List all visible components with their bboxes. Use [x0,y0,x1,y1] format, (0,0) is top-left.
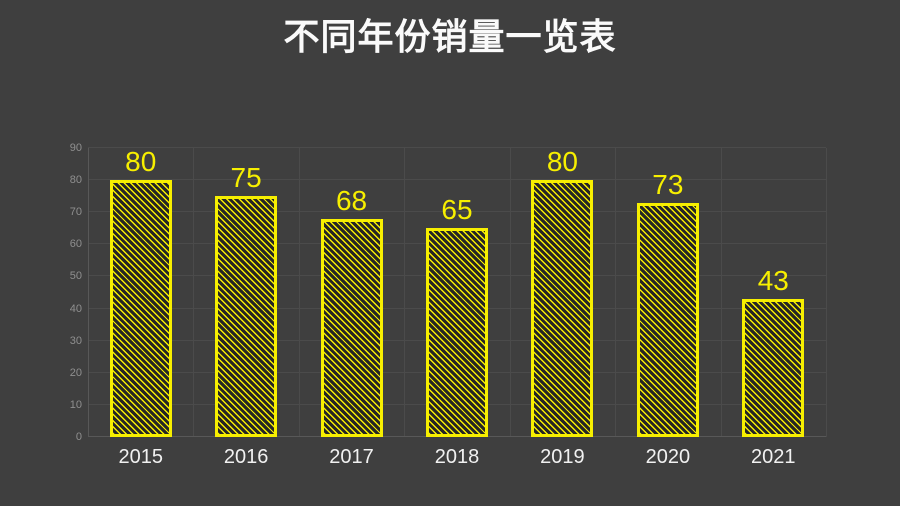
x-axis-tick-label: 2020 [645,446,691,468]
bar-value-label: 73 [652,168,684,200]
gridline-vertical [615,148,616,437]
y-axis-tick-label: 0 [75,431,82,443]
x-axis-tick-label: 2019 [540,446,585,468]
x-axis-tick-label: 2018 [434,446,480,468]
gridline-vertical [404,148,405,437]
y-axis-tick-label: 20 [69,366,82,379]
x-axis-tick-label: 2021 [751,446,796,468]
gridline-vertical [721,148,722,437]
gridline-vertical [193,148,194,437]
bar-2017 [320,218,383,437]
bar-2020 [636,202,699,437]
chart-title: 不同年份销量一览表 [283,16,617,57]
gridline-vertical [826,148,827,437]
bar-value-label: 80 [125,146,157,178]
y-axis-tick-label: 40 [69,302,82,315]
y-axis-tick-label: 80 [69,174,82,187]
y-axis-tick-label: 50 [69,270,82,283]
bar-2018 [426,228,488,437]
gridline-horizontal [88,147,826,148]
bar-2015 [109,180,172,437]
bar-value-label: 43 [757,264,789,296]
y-axis-tick-label: 70 [69,206,82,219]
x-axis-tick-label: 2017 [329,446,374,468]
x-axis-tick-label: 2015 [118,446,163,468]
bar-value-label: 65 [441,194,473,226]
bar-value-label: 68 [335,184,368,216]
bar-2019 [531,180,594,437]
gridline-vertical [299,148,300,437]
x-axis-tick-label: 2016 [223,446,269,468]
bar-2021 [742,298,805,437]
gridline-vertical [510,148,511,437]
y-axis-tick-label: 10 [69,398,82,411]
bar-value-label: 80 [546,146,578,178]
bar-value-label: 75 [230,162,262,194]
gridline-horizontal [88,211,826,213]
y-axis-tick-label: 60 [69,238,82,251]
y-axis-line [88,148,89,437]
y-axis-tick-label: 90 [69,142,82,154]
gridline-horizontal [88,179,826,181]
plot-area: 0 10 20 30 40 50 60 70 80 90 80 2015 75 2016 68 2017 65 2… [70,142,827,468]
y-axis-tick-label: 30 [69,334,82,347]
bar-2016 [215,196,278,437]
